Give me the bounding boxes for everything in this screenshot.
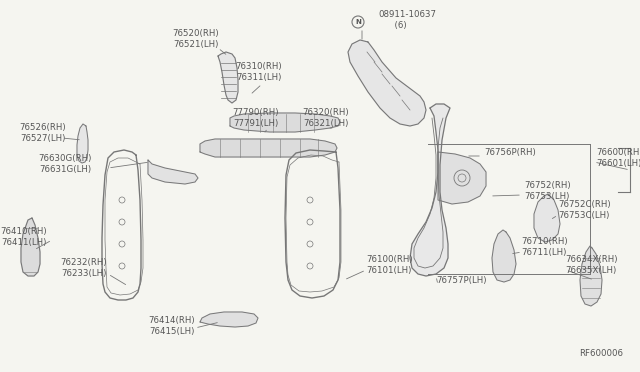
Text: 76757P(LH): 76757P(LH) [436, 276, 486, 285]
Text: 76634X(RH)
76635X(LH): 76634X(RH) 76635X(LH) [565, 255, 618, 275]
Polygon shape [200, 312, 258, 327]
Text: RF600006: RF600006 [579, 350, 623, 359]
Text: 76752(RH)
76753(LH): 76752(RH) 76753(LH) [524, 181, 571, 201]
Polygon shape [230, 113, 340, 132]
Text: 76320(RH)
76321(LH): 76320(RH) 76321(LH) [303, 108, 349, 128]
Text: 08911-10637
      (6): 08911-10637 (6) [378, 10, 436, 30]
Text: 76600(RH)
76601(LH): 76600(RH) 76601(LH) [596, 148, 640, 168]
Text: 76526(RH)
76527(LH): 76526(RH) 76527(LH) [20, 123, 67, 143]
Polygon shape [534, 194, 560, 242]
Polygon shape [580, 246, 602, 306]
Text: 76310(RH)
76311(LH): 76310(RH) 76311(LH) [236, 62, 282, 82]
Text: 76752C(RH)
76753C(LH): 76752C(RH) 76753C(LH) [558, 200, 611, 220]
Text: 76100(RH)
76101(LH): 76100(RH) 76101(LH) [366, 255, 413, 275]
Polygon shape [348, 40, 426, 126]
Text: N: N [355, 19, 361, 25]
Text: 76710(RH)
76711(LH): 76710(RH) 76711(LH) [521, 237, 568, 257]
Polygon shape [77, 124, 88, 163]
Text: 76630G(RH)
76631G(LH): 76630G(RH) 76631G(LH) [38, 154, 92, 174]
Polygon shape [200, 139, 337, 157]
Polygon shape [148, 160, 198, 184]
Text: 76414(RH)
76415(LH): 76414(RH) 76415(LH) [148, 316, 195, 336]
Polygon shape [21, 218, 40, 276]
Polygon shape [438, 152, 486, 204]
Text: 76410(RH)
76411(LH): 76410(RH) 76411(LH) [1, 227, 47, 247]
Text: 76520(RH)
76521(LH): 76520(RH) 76521(LH) [173, 29, 220, 49]
Polygon shape [410, 104, 450, 276]
Text: 77790(RH)
77791(LH): 77790(RH) 77791(LH) [233, 108, 279, 128]
Text: 76756P(RH): 76756P(RH) [484, 148, 536, 157]
Polygon shape [218, 52, 238, 103]
Text: 76232(RH)
76233(LH): 76232(RH) 76233(LH) [61, 258, 108, 278]
Polygon shape [492, 230, 516, 282]
